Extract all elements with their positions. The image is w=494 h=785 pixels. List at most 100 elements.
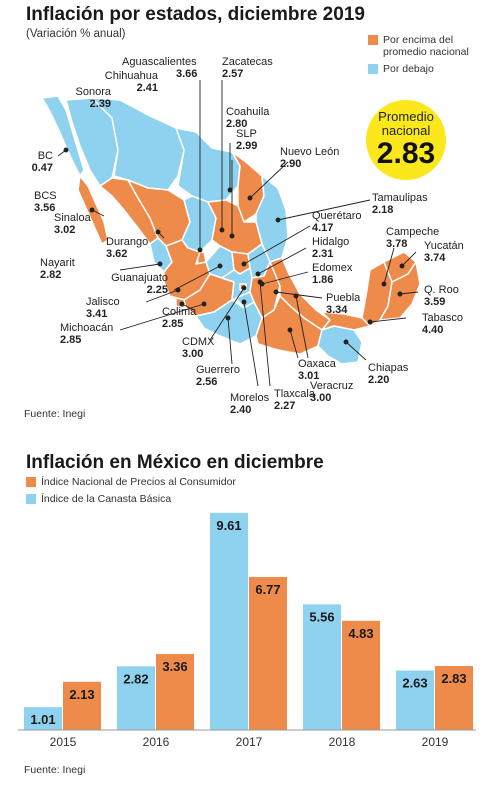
label-yucatan: Yucatán 3.74	[424, 240, 464, 264]
label-hidalgo-value: 2.31	[312, 248, 334, 260]
label-sonora-name: Sonora	[75, 86, 111, 98]
label-tlaxcala-value: 2.27	[274, 400, 296, 412]
label-aguascalientes-value: 3.66	[176, 68, 198, 80]
label-veracruz-name: Veracruz	[310, 380, 354, 392]
label-nayarit-name: Nayarit	[40, 257, 75, 269]
label-veracruz: Veracruz 3.00	[310, 380, 353, 404]
label-tlaxcala-name: Tlaxcala	[274, 388, 315, 400]
legend-swatch-canasta	[26, 494, 36, 504]
label-yucatan-value: 3.74	[424, 252, 446, 264]
label-bcs-name: BCS	[34, 190, 57, 202]
average-value: 2.83	[376, 137, 436, 170]
bars-source: Fuente: Inegi	[24, 764, 86, 776]
legend-label-below: Por debajo	[383, 63, 434, 75]
label-chihuahua: Chihuahua 2.41	[96, 70, 158, 94]
label-slp-name: SLP	[236, 128, 257, 140]
label-bcs-value: 3.56	[34, 202, 56, 214]
label-colima-name: Colima	[162, 306, 197, 318]
legend-swatch-blue	[368, 64, 378, 74]
bar-canasta-2015	[24, 707, 62, 730]
label-nuevo-leon-name: Nuevo León	[280, 146, 340, 158]
national-average-badge: Promedio nacional 2.83	[366, 100, 446, 180]
label-slp-value: 2.99	[236, 140, 258, 152]
label-tamaulipas: Tamaulipas 2.18	[372, 192, 428, 216]
legend-label-canasta: Índice de la Canasta Básica	[41, 493, 172, 505]
label-tabasco: Tabasco 4.40	[422, 312, 463, 336]
label-coahuila-name: Coahuila	[226, 106, 270, 118]
label-michoacan-name: Michoacán	[60, 322, 114, 334]
label-zacatecas-name: Zacatecas	[222, 56, 273, 68]
label-durango: Durango 3.62	[106, 236, 148, 260]
bar-value-label: 1.01	[30, 712, 55, 727]
label-colima-value: 2.85	[162, 318, 184, 330]
bar-value-label: 2.82	[123, 671, 148, 686]
label-puebla-value: 3.34	[326, 304, 348, 316]
legend-item-above: Por encima del promedio nacional	[368, 34, 490, 58]
label-queretaro-value: 4.17	[312, 222, 334, 234]
label-coahuila: Coahuila 2.80	[226, 106, 269, 130]
x-tick-label: 2016	[143, 735, 170, 749]
label-guanajuato-value: 2.25	[146, 284, 168, 296]
label-bc-name: BC	[37, 150, 53, 162]
label-sonora: Sonora 2.39	[51, 86, 111, 110]
bar-value-label: 3.36	[162, 659, 187, 674]
legend-swatch-inpc	[26, 477, 36, 487]
state-quintana-roo	[379, 261, 421, 321]
label-cdmx: CDMX 3.00	[182, 336, 214, 360]
label-coahuila-value: 2.80	[226, 118, 248, 130]
bar-inpc-2018	[342, 620, 380, 730]
label-yucatan-name: Yucatán	[424, 240, 464, 252]
label-chiapas-value: 2.20	[368, 374, 390, 386]
bar-value-label: 9.61	[216, 518, 241, 533]
label-guanajuato-name: Guanajuato	[111, 272, 168, 284]
x-tick-label: 2015	[50, 735, 77, 749]
bar-value-label: 5.56	[309, 609, 334, 624]
label-puebla-name: Puebla	[326, 292, 361, 304]
bar-canasta-2016	[117, 666, 155, 730]
label-campeche: Campeche 3.78	[386, 226, 439, 250]
map-legend: Por encima del promedio nacional Por deb…	[368, 34, 490, 75]
label-cdmx-value: 3.00	[182, 348, 204, 360]
legend-swatch-orange	[368, 35, 378, 45]
label-nayarit-value: 2.82	[40, 269, 62, 281]
label-edomex: Edomex 1.86	[312, 262, 352, 286]
bar-inpc-2019	[435, 666, 473, 730]
map-title: Inflación por estados, diciembre 2019	[26, 4, 365, 25]
mexico-map	[41, 80, 421, 387]
label-tabasco-name: Tabasco	[422, 312, 463, 324]
label-oaxaca: Oaxaca 3.01	[298, 358, 336, 382]
x-tick-label: 2019	[422, 735, 449, 749]
bar-chart: 1.01 2.13 2.82 3.36 9.61 6.77 5.56 4.83 2.63 2.83…	[18, 512, 476, 749]
label-bc: BC 0.47	[23, 150, 53, 174]
label-guerrero-name: Guerrero	[196, 364, 241, 376]
label-chihuahua-name: Chihuahua	[104, 70, 158, 82]
label-zacatecas-value: 2.57	[222, 68, 244, 80]
x-tick-labels: 2015 2016 2017 2018 2019	[50, 735, 449, 749]
map-subtitle: (Variación % anual)	[26, 28, 126, 40]
label-michoacan: Michoacán 2.85	[60, 322, 113, 346]
bar-canasta-2018	[303, 604, 341, 730]
bar-inpc-2015	[63, 681, 101, 730]
label-nuevo-leon-value: 2.90	[280, 158, 302, 170]
label-tabasco-value: 4.40	[422, 324, 444, 336]
state-nuevo-leon	[231, 151, 265, 223]
label-colima: Colima 2.85	[162, 306, 196, 330]
label-aguascalientes: Aguascalientes 3.66	[122, 56, 197, 80]
label-chiapas-name: Chiapas	[368, 362, 409, 374]
label-sinaloa: Sinaloa 3.02	[54, 212, 91, 236]
label-guerrero: Guerrero 2.56	[196, 364, 240, 388]
label-nayarit: Nayarit 2.82	[40, 257, 75, 281]
label-morelos-name: Morelos	[230, 392, 270, 404]
label-q-roo-value: 3.59	[424, 296, 446, 308]
label-aguascalientes-name: Aguascalientes	[122, 56, 197, 68]
label-durango-name: Durango	[106, 236, 149, 248]
label-tlaxcala: Tlaxcala 2.27	[274, 388, 315, 412]
bar-value-label: 4.83	[348, 626, 373, 641]
label-guanajuato: Guanajuato 2.25	[86, 272, 168, 296]
label-queretaro: Querétaro 4.17	[312, 210, 362, 234]
legend-label-inpc: Índice Nacional de Precios al Consumidor	[41, 476, 236, 488]
average-label: Promedio nacional	[378, 109, 434, 138]
label-chihuahua-value: 2.41	[136, 82, 158, 94]
label-jalisco-name: Jalisco	[86, 296, 120, 308]
label-bcs: BCS 3.56	[34, 190, 57, 214]
